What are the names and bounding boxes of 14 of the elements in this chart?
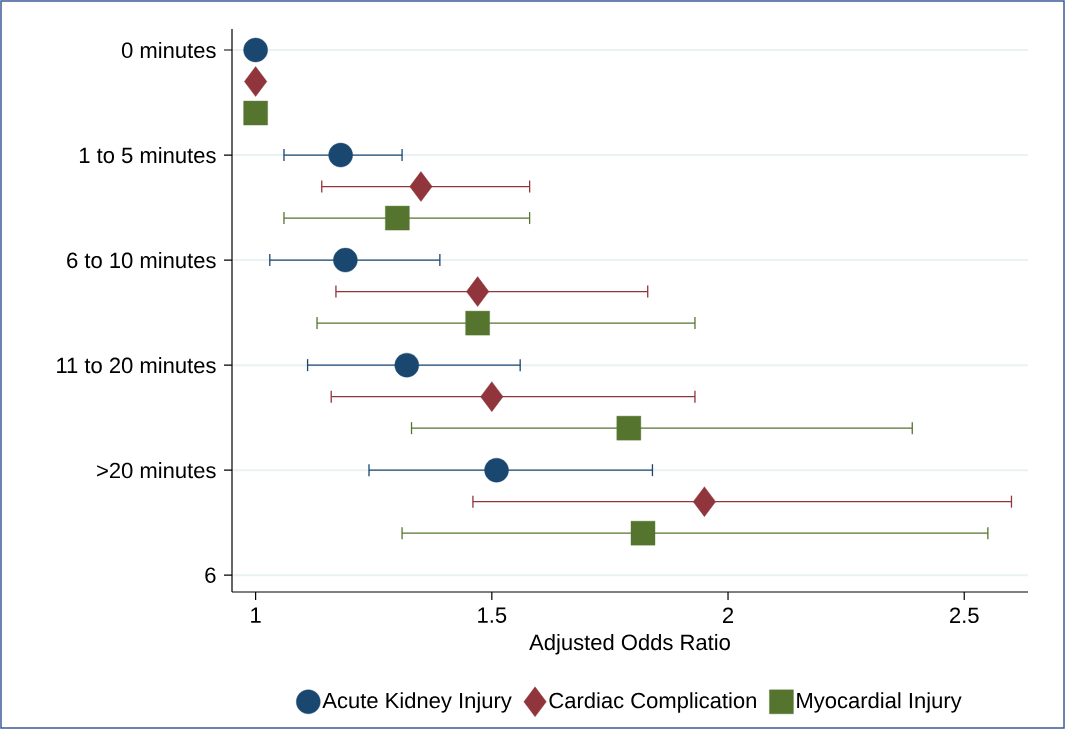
legend-label: Cardiac Complication <box>549 692 756 713</box>
y-tick-label: >20 minutes <box>97 462 216 479</box>
x-tick-label: 1 <box>251 607 261 623</box>
y-tick-label: 11 to 20 minutes <box>57 357 216 374</box>
x-tick-label: 1.5 <box>478 607 507 623</box>
x-tick-label: 2.5 <box>950 607 979 624</box>
x-axis-title: Adjusted Odds Ratio <box>529 633 730 655</box>
x-tick-label: 2 <box>723 607 734 623</box>
y-tick-label: 6 <box>205 567 216 583</box>
y-tick-label: 1 to 5 minutes <box>79 146 216 164</box>
y-tick-label: 6 to 10 minutes <box>67 252 216 269</box>
legend-label: Myocardial Injury <box>797 692 962 713</box>
legend-label: Acute Kidney Injury <box>322 692 512 713</box>
y-tick-label: 0 minutes <box>121 41 216 59</box>
